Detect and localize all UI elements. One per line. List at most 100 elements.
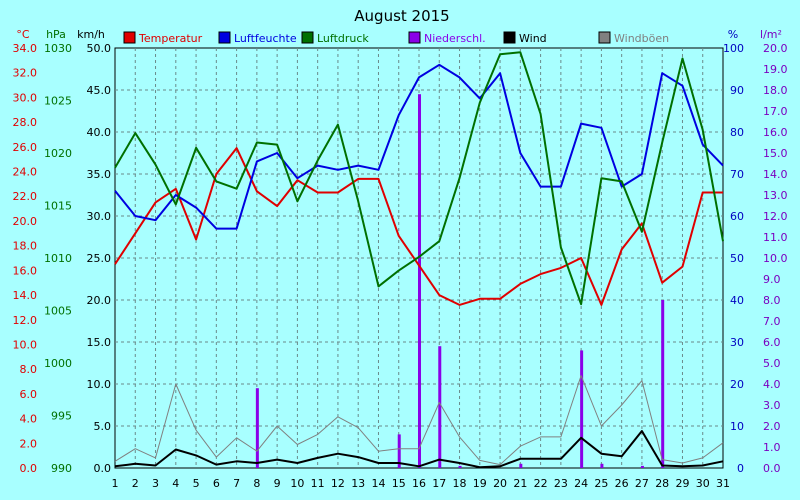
x-tick-label: 2 [132,477,139,490]
x-tick-label: 12 [331,477,345,490]
series-line-temperatur [114,147,723,306]
rain-bar [438,346,442,468]
legend-label: Niederschl. [424,32,486,45]
pressure-axis-tick-label: 1015 [44,200,72,213]
x-tick-label: 16 [412,477,426,490]
x-tick-label: 14 [371,477,385,490]
rain-axis-tick-label: 10.0 [763,252,788,265]
rain-axis-tick-label: 2.0 [763,420,781,433]
axes: 1 2 3 4 5 6 7 8 9 10 11 12 13 14 15 16 17 18 19 20 21 22 23 24 2… [13,28,788,490]
legend-swatch [408,31,421,44]
temp-axis-tick-label: 10.0 [13,338,38,351]
humidity-axis-tick-label: 10 [730,420,744,433]
temp-unit-label: °C [16,28,30,41]
rain-bar [519,463,523,468]
rain-axis-tick-label: 12.0 [763,210,788,223]
x-tick-label: 3 [152,477,159,490]
wind-unit-label: km/h [77,28,105,41]
humidity-unit-label: % [728,28,738,41]
humidity-axis-tick-label: 80 [730,126,744,139]
pressure-axis-tick-label: 1010 [44,252,72,265]
wind-axis-tick-label: 25.0 [87,252,112,265]
x-tick-label: 7 [233,477,240,490]
series-lines [114,51,724,469]
rain-axis-tick-label: 9.0 [763,273,781,286]
humidity-axis-tick-label: 100 [723,42,744,55]
temp-axis-tick-label: 6.0 [20,388,38,401]
rain-axis-tick-label: 0.0 [763,462,781,475]
x-tick-label: 26 [615,477,629,490]
x-tick-label: 30 [696,477,710,490]
pressure-axis-tick-label: 1030 [44,42,72,55]
pressure-axis-tick-label: 1005 [44,305,72,318]
rain-axis-tick-label: 13.0 [763,189,788,202]
rain-bar [640,465,644,468]
x-tick-label: 29 [675,477,689,490]
wind-axis-tick-label: 50.0 [87,42,112,55]
rain-axis-tick-label: 11.0 [763,231,788,244]
humidity-axis-tick-label: 40 [730,294,744,307]
rain-bar [580,350,584,468]
x-tick-label: 21 [513,477,527,490]
chart-title: August 2015 [354,7,449,25]
x-tick-label: 31 [716,477,730,490]
pressure-axis-tick-label: 990 [51,462,72,475]
humidity-axis-tick-label: 60 [730,210,744,223]
wind-axis-tick-label: 45.0 [87,84,112,97]
legend-label: Windböen [614,32,669,45]
rain-axis-tick-label: 17.0 [763,105,788,118]
series-line-wind [114,430,724,469]
rain-axis-tick-label: 18.0 [763,84,788,97]
wind-axis-tick-label: 30.0 [87,210,112,223]
wind-axis-tick-label: 35.0 [87,168,112,181]
x-tick-label: 28 [655,477,669,490]
series-line-luftfeuchte [114,63,724,230]
wind-axis-tick-label: 10.0 [87,378,112,391]
pressure-axis-tick-label: 1025 [44,95,72,108]
x-tick-label: 5 [193,477,200,490]
x-tick-label: 19 [473,477,487,490]
legend-swatch [218,31,231,44]
rain-bar [418,94,421,468]
humidity-axis-tick-label: 90 [730,84,744,97]
rain-bar [661,300,665,468]
legend-label: Luftfeuchte [234,32,297,45]
x-tick-label: 20 [493,477,507,490]
legend-label: Wind [519,32,547,45]
humidity-axis-tick-label: 70 [730,168,744,181]
temp-axis-tick-label: 14.0 [13,289,38,302]
rain-unit-label: l/m² [760,28,782,41]
humidity-axis-tick-label: 0 [737,462,744,475]
wind-axis-tick-label: 40.0 [87,126,112,139]
pressure-unit-label: hPa [46,28,66,41]
temp-axis-tick-label: 22.0 [13,190,38,203]
series-line-luftdruck [114,51,724,306]
temp-axis-tick-label: 30.0 [13,91,38,104]
temp-axis-tick-label: 32.0 [13,67,38,80]
x-tick-label: 1 [112,477,119,490]
humidity-axis-tick-label: 30 [730,336,744,349]
rain-axis-tick-label: 4.0 [763,378,781,391]
x-tick-label: 24 [574,477,588,490]
rain-axis-tick-label: 6.0 [763,336,781,349]
rain-axis-tick-label: 20.0 [763,42,788,55]
x-tick-label: 15 [392,477,406,490]
rain-axis-tick-label: 19.0 [763,63,788,76]
legend: Temperatur Luftfeuchte Luftdruck Niederschl… [123,31,669,45]
rain-bar [397,434,401,468]
humidity-axis-tick-label: 50 [730,252,744,265]
rain-axis-tick-label: 8.0 [763,294,781,307]
legend-label: Luftdruck [317,32,369,45]
temp-axis-tick-label: 2.0 [20,437,38,450]
pressure-axis-tick-label: 1020 [44,147,72,160]
temp-axis-tick-label: 12.0 [13,314,38,327]
x-tick-label: 4 [172,477,179,490]
rain-bars [255,94,665,468]
temp-axis-tick-label: 26.0 [13,141,38,154]
legend-swatch [123,31,136,44]
legend-swatch [598,31,611,44]
rain-axis-tick-label: 14.0 [763,168,788,181]
legend-swatch [301,31,314,44]
temp-axis-tick-label: 4.0 [20,413,38,426]
x-tick-label: 25 [594,477,608,490]
